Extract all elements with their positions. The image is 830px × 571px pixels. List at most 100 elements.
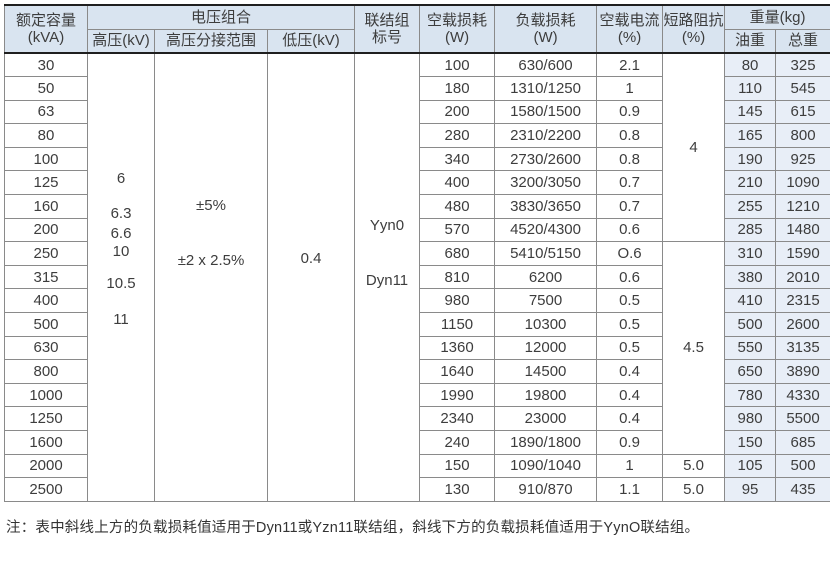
cell-no-load-loss: 280	[419, 123, 496, 148]
cell-no-load-loss: 680	[419, 241, 496, 266]
cell-rated-capacity: 125	[4, 170, 88, 196]
cell-no-load-current: 0.7	[596, 170, 664, 196]
cell-oil-weight: 285	[724, 217, 777, 243]
cell-no-load-loss: 130	[419, 477, 496, 502]
cell-no-load-current: 0.6	[596, 264, 664, 290]
cell-load-loss: 2310/2200	[494, 123, 598, 148]
cell-no-load-loss: 1360	[419, 335, 496, 361]
cell-oil-weight: 165	[724, 123, 777, 148]
cell-load-loss: 2730/2600	[494, 146, 598, 172]
cell-no-load-current: O.6	[596, 241, 664, 266]
cell-rated-capacity: 2000	[4, 453, 88, 479]
cell-total-weight: 1480	[775, 217, 830, 243]
cell-rated-capacity: 160	[4, 194, 88, 219]
cell-load-loss: 3830/3650	[494, 194, 598, 219]
cell-load-loss: 6200	[494, 264, 598, 290]
cell-no-load-loss: 2340	[419, 406, 496, 431]
header-hv: 高压(kV)	[87, 28, 155, 54]
cell-rated-capacity: 80	[4, 123, 88, 148]
cell-no-load-loss: 150	[419, 453, 496, 479]
cell-no-load-current: 1	[596, 76, 664, 101]
cell-load-loss: 1580/1500	[494, 99, 598, 125]
cell-oil-weight: 550	[724, 335, 777, 361]
header-impedance-line1: 短路阻抗	[663, 12, 724, 29]
cell-oil-weight: 980	[724, 406, 777, 431]
page: 额定容量 (kVA) 电压组合 联结组 标号 空载损耗 (W) 负载损耗 (W)	[4, 4, 830, 536]
cell-rated-capacity: 500	[4, 312, 88, 337]
cell-no-load-current: 0.4	[596, 406, 664, 431]
cell-rated-capacity: 63	[4, 99, 88, 125]
cell-load-loss: 14500	[494, 359, 598, 384]
table-row: 630 1360 12000 0.5 550 3135	[4, 335, 830, 361]
cell-oil-weight: 310	[724, 241, 777, 266]
cell-rated-capacity: 1600	[4, 430, 88, 455]
hv-value: 11	[113, 311, 129, 328]
header-load-loss: 负载损耗 (W)	[494, 4, 598, 54]
tap-range-cell-stack: ±5% ±2 x 2.5%	[156, 54, 267, 271]
lv-value: 0.4	[300, 250, 322, 267]
header-tap-range: 高压分接范围	[154, 28, 268, 54]
vector-group-cell: Yyn0 Dyn11	[354, 52, 421, 502]
cell-no-load-current: 1	[596, 453, 664, 479]
cell-oil-weight: 210	[724, 170, 777, 196]
cell-load-loss: 7500	[494, 288, 598, 314]
header-rated-capacity-unit: (kVA)	[27, 29, 65, 46]
table-row: 50 180 1310/1250 1 110 545	[4, 76, 830, 101]
footnote: 注：表中斜线上方的负载损耗值适用于Dyn11或Yzn11联结组，斜线下方的负载损…	[6, 519, 700, 536]
cell-impedance: 5.0	[662, 477, 726, 502]
cell-impedance: 5.0	[662, 453, 726, 479]
header-weight: 重量(kg)	[724, 4, 830, 30]
cell-total-weight: 925	[775, 146, 830, 172]
table-header: 额定容量 (kVA) 电压组合 联结组 标号 空载损耗 (W) 负载损耗 (W)	[4, 4, 830, 54]
cell-oil-weight: 105	[724, 453, 777, 479]
cell-no-load-current: 0.8	[596, 123, 664, 148]
lv-value-cell: 0.4	[266, 52, 356, 502]
table-row: 315 810 6200 0.6 380 2010	[4, 264, 830, 290]
table-row: 200 570 4520/4300 0.6 285 1480	[4, 217, 830, 243]
table-row: 1000 1990 19800 0.4 780 4330	[4, 382, 830, 408]
header-oil-weight: 油重	[724, 28, 777, 54]
tap-value: ±5%	[196, 197, 226, 214]
table-row: 125 400 3200/3050 0.7 210 1090	[4, 170, 830, 196]
cell-oil-weight: 145	[724, 99, 777, 125]
cell-total-weight: 545	[775, 76, 830, 101]
vector-group-cell-stack: Yyn0 Dyn11	[356, 54, 419, 291]
cell-total-weight: 5500	[775, 406, 830, 431]
cell-no-load-loss: 480	[419, 194, 496, 219]
table-row: 63 200 1580/1500 0.9 145 615	[4, 99, 830, 125]
hv-value: 6	[116, 170, 126, 187]
cell-no-load-current: 0.6	[596, 217, 664, 243]
cell-no-load-loss: 240	[419, 430, 496, 455]
cell-total-weight: 615	[775, 99, 830, 125]
header-no-load-current: 空载电流 (%)	[596, 4, 664, 54]
cell-oil-weight: 780	[724, 382, 777, 408]
header-impedance: 短路阻抗 (%)	[662, 4, 726, 54]
header-lv: 低压(kV)	[266, 28, 356, 54]
tap-value: ±2 x 2.5%	[177, 252, 245, 269]
cell-total-weight: 2315	[775, 288, 830, 314]
cell-load-loss: 10300	[494, 312, 598, 337]
header-no-load-current-unit: (%)	[617, 29, 642, 46]
table-row: 1600 240 1890/1800 0.9 150 685	[4, 430, 830, 455]
cell-rated-capacity: 50	[4, 76, 88, 101]
cell-total-weight: 4330	[775, 382, 830, 408]
header-load-loss-line1: 负载损耗	[515, 12, 576, 29]
cell-rated-capacity: 800	[4, 359, 88, 384]
cell-no-load-current: 2.1	[596, 52, 664, 78]
cell-no-load-current: 0.9	[596, 430, 664, 455]
hv-value: 6.3	[110, 205, 132, 222]
table-row: 80 280 2310/2200 0.8 165 800	[4, 123, 830, 148]
cell-no-load-loss: 400	[419, 170, 496, 196]
header-voltage-combination: 电压组合	[86, 4, 356, 30]
hv-value: 10.5	[106, 275, 136, 292]
cell-rated-capacity: 400	[4, 288, 88, 314]
cell-no-load-loss: 180	[419, 76, 496, 101]
cell-rated-capacity: 100	[4, 146, 88, 172]
cell-no-load-current: 0.5	[596, 288, 664, 314]
cell-total-weight: 325	[775, 52, 830, 78]
cell-rated-capacity: 250	[4, 241, 88, 266]
cell-oil-weight: 410	[724, 288, 777, 314]
table-row: 250 680 5410/5150 O.6 4.5 310 1590	[4, 241, 830, 455]
table-row: 2500 130 910/870 1.1 5.0 95 435	[4, 477, 830, 502]
cell-oil-weight: 650	[724, 359, 777, 384]
